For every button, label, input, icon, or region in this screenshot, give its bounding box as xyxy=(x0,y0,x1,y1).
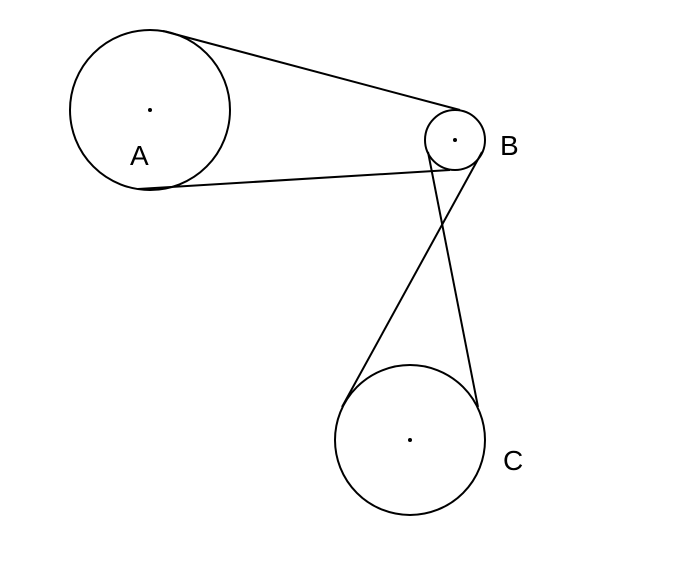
circle-c-center xyxy=(408,438,412,442)
label-a: A xyxy=(130,140,149,172)
belt-ab-bottom xyxy=(138,170,450,189)
label-c: C xyxy=(503,445,523,477)
circle-a-center xyxy=(148,108,152,112)
pulley-diagram-svg xyxy=(0,0,677,566)
circle-b-center xyxy=(453,138,457,142)
belt-bc-cross-2 xyxy=(342,152,482,407)
label-b: B xyxy=(500,130,519,162)
belt-ab-top xyxy=(163,31,460,110)
